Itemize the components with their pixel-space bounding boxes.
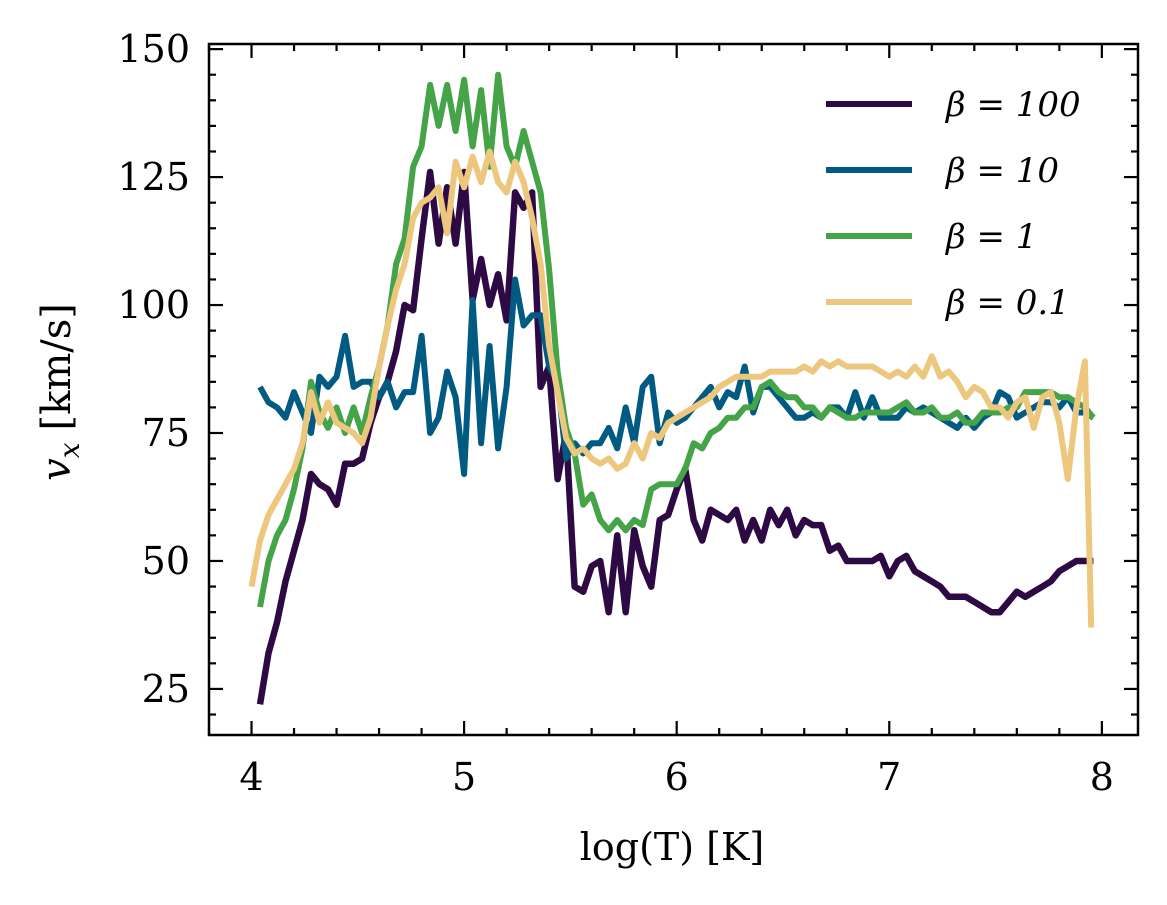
series-line-4: [248, 148, 1095, 628]
series-layer: [248, 71, 1096, 705]
x-tick-label: 6: [665, 755, 689, 799]
y-tick-label: 100: [117, 283, 190, 327]
x-tick-label: 7: [877, 755, 901, 799]
y-tick-label: 25: [142, 667, 190, 711]
legend-label-2: β = 10: [944, 151, 1059, 191]
series-line-1: [256, 168, 1094, 705]
y-axis-label-unit: [km/s]: [34, 303, 80, 430]
legend-label-3: β = 1: [944, 217, 1037, 257]
series-line-3: [257, 71, 1096, 608]
y-tick-label: 150: [117, 27, 190, 71]
legend-label-1: β = 100: [944, 85, 1081, 125]
y-axis-label: vx [km/s]: [34, 303, 86, 481]
x-tick-label: 4: [239, 755, 263, 799]
series-line-2: [257, 276, 1095, 477]
tick-label-layer: 4 5 6 7 8 25 50 75 100 125 150: [117, 27, 1113, 799]
y-tick-label: 125: [117, 155, 190, 199]
legend-label-4: β = 0.1: [944, 283, 1070, 323]
x-axis-label: log(T) [K]: [580, 825, 764, 869]
y-tick-label: 75: [142, 411, 190, 455]
legend: β = 100 β = 10 β = 1 β = 0.1: [826, 85, 1081, 323]
plot-frame: [207, 42, 1140, 737]
y-axis-label-variable: v: [34, 458, 80, 481]
x-tick-label: 8: [1090, 755, 1114, 799]
y-tick-label: 50: [142, 539, 190, 583]
x-tick-label: 5: [452, 755, 476, 799]
y-axis-label-subscript: x: [53, 442, 86, 458]
